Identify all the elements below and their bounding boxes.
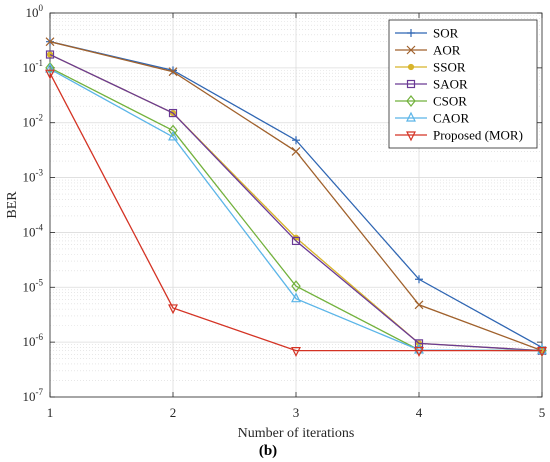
data-point: [537, 344, 547, 355]
x-tick-label: 1: [47, 405, 54, 420]
series-line: [49, 72, 542, 352]
legend-label: AOR: [433, 43, 461, 58]
data-point: [168, 130, 178, 141]
data-point: [415, 275, 423, 284]
data-point: [168, 67, 178, 77]
data-point: [45, 62, 55, 73]
data-point: [406, 45, 416, 55]
y-tick-label: 10-4: [23, 222, 44, 239]
data-point: [407, 29, 415, 37]
data-point: [414, 343, 424, 354]
data-point: [414, 347, 424, 357]
data-point: [406, 79, 416, 89]
legend-entry: AOR: [395, 43, 461, 58]
y-tick-label: 10-7: [23, 387, 44, 404]
data-point: [406, 95, 416, 107]
legend-entry: Proposed (MOR): [395, 128, 523, 143]
series-line: [49, 53, 543, 352]
series-proposed-mor: [45, 69, 547, 357]
legend-label: SSOR: [433, 60, 466, 75]
axis-ticks: [49, 12, 543, 398]
y-tick-label: 10-6: [23, 332, 44, 349]
legend-entry: CAOR: [395, 111, 469, 126]
data-point: [291, 292, 301, 303]
data-point: [169, 66, 177, 75]
y-tick-label: 10-1: [23, 58, 44, 75]
data-point: [406, 131, 416, 142]
legend-entry: SOR: [395, 26, 459, 41]
data-point: [168, 124, 178, 137]
data-point: [291, 236, 301, 246]
legend-label: Proposed (MOR): [433, 128, 523, 143]
data-point: [45, 69, 55, 80]
data-point: [292, 136, 300, 145]
legend: SOR AOR SSOR SAOR CSOR CAOR Proposed (MOR): [388, 19, 538, 149]
data-point: [414, 339, 424, 348]
legend-label: CSOR: [433, 94, 467, 109]
data-point: [45, 50, 55, 59]
data-point: [414, 300, 424, 310]
x-tick-label: 3: [293, 405, 300, 420]
data-point: [45, 37, 55, 47]
data-point: [168, 304, 178, 315]
y-tick-label: 10-3: [23, 168, 44, 185]
y-tick-labels: 100 10-1 10-2 10-3 10-4 10-5 10-6 10-7: [23, 3, 44, 404]
x-tick-label: 5: [539, 405, 546, 420]
data-point: [537, 347, 547, 357]
x-tick-label: 2: [170, 405, 177, 420]
x-tick-label: 4: [416, 405, 423, 420]
data-point: [406, 111, 416, 122]
series-layer: [45, 37, 547, 357]
legend-entry: CSOR: [395, 94, 467, 109]
x-tick-labels: 1 2 3 4 5: [47, 405, 546, 420]
series-sor: [46, 37, 546, 352]
y-tick-label: 100: [26, 3, 44, 20]
data-point: [291, 280, 301, 293]
legend-entry: SAOR: [395, 77, 468, 92]
legend-entry: SSOR: [395, 60, 466, 75]
data-point: [45, 61, 55, 74]
legend-label: SAOR: [433, 77, 468, 92]
data-point: [291, 146, 301, 156]
y-tick-label: 10-2: [23, 113, 44, 130]
y-axis-title: BER: [5, 191, 20, 219]
data-point: [291, 347, 301, 357]
panel-label: (b): [259, 443, 277, 459]
data-point: [407, 63, 415, 71]
legend-label: SOR: [433, 26, 459, 41]
series-aor: [45, 37, 547, 356]
legend-label: CAOR: [433, 111, 469, 126]
y-tick-label: 10-5: [23, 277, 44, 294]
x-axis-title: Number of iterations: [238, 426, 355, 441]
data-point: [168, 108, 178, 118]
